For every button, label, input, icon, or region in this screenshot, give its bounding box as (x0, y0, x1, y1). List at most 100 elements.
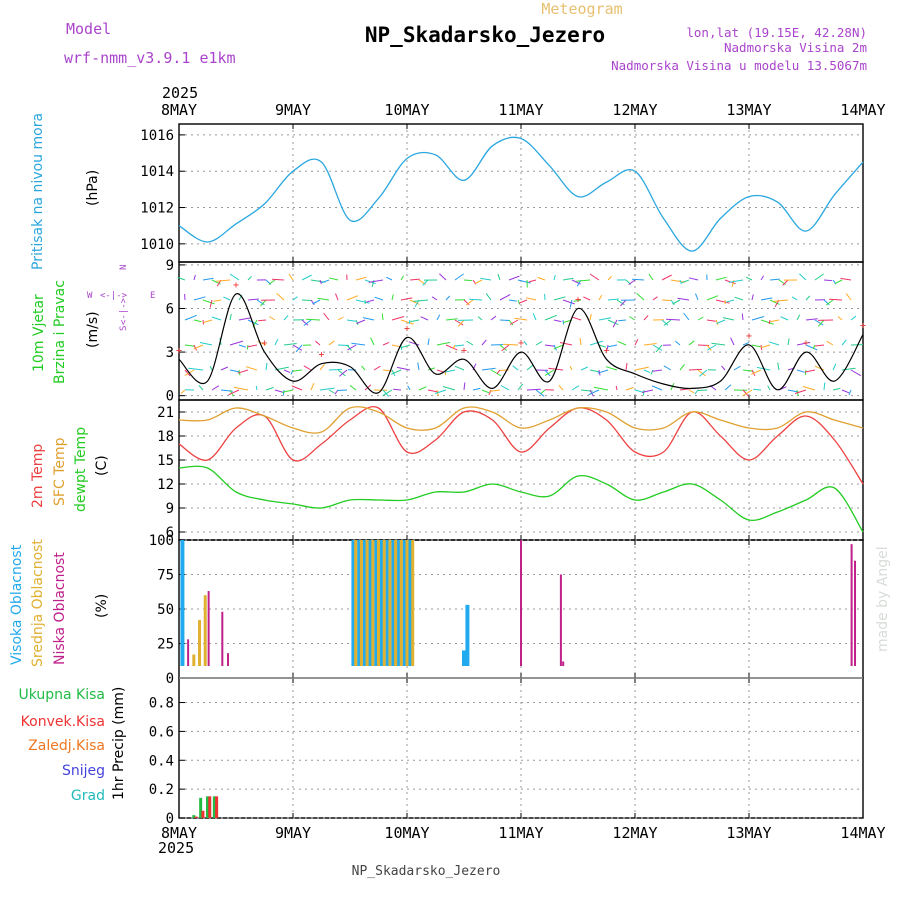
wind-barb (661, 319, 669, 326)
wind-barb (787, 389, 799, 393)
cloud-high-bar (397, 540, 402, 666)
wind-barb (247, 298, 259, 301)
wind-barb (823, 382, 826, 391)
wind-barb (349, 385, 357, 391)
wind-barb (597, 369, 609, 374)
wind-barb (209, 365, 213, 371)
wind-barb (643, 369, 651, 374)
wind-barb (535, 389, 545, 397)
wind-barb (730, 337, 735, 346)
wind-barb (283, 315, 289, 321)
wind-barb (203, 319, 213, 323)
cloud-high-bar (462, 650, 466, 666)
wind-barb (295, 344, 303, 353)
wind-barb (553, 344, 557, 351)
wind-barb (661, 299, 671, 301)
wind-barb (274, 338, 279, 346)
wind-barb (346, 295, 359, 301)
cloud-tick-label: 50 (157, 602, 174, 618)
wind-barb (725, 299, 735, 303)
wind-barb (500, 385, 510, 391)
wind-barb (768, 319, 771, 325)
wind-barb (612, 319, 618, 328)
wind-barb (260, 299, 267, 307)
day-label-top: 10MAY (384, 101, 429, 119)
wind-barb (672, 299, 681, 305)
wind-barb (679, 279, 682, 285)
wind-barb (434, 389, 447, 394)
wind-barb (292, 344, 303, 351)
precip-panel: 0 0.2 0.4 0.6 0.8 Ukupna Kisa Konvek.Kisa Zale… (18, 687, 863, 827)
wind-barb (571, 316, 582, 321)
cloud-tick-label: 100 (149, 533, 174, 549)
wind-barb (850, 369, 862, 377)
wind-barb (607, 319, 619, 326)
wind-barb (382, 369, 394, 372)
wind-barb (346, 319, 356, 322)
wind-barb (269, 316, 276, 321)
wind-barb (409, 299, 420, 305)
wind-barb (319, 364, 325, 371)
wind-barb (283, 343, 297, 346)
wind-barb (193, 296, 206, 301)
wind-barb (466, 340, 474, 346)
day-label-bottom: 14MAY (840, 824, 885, 842)
gust-marker: + (746, 331, 752, 342)
wind-barb (716, 319, 726, 324)
wind-barb (670, 299, 675, 305)
credit: made by Angel (875, 546, 891, 652)
wind-barb (553, 344, 564, 350)
wind-barb (715, 276, 727, 281)
wind-barb (517, 383, 524, 391)
wind-barb (697, 389, 708, 391)
wind-barb (321, 279, 330, 284)
wind-barb (573, 299, 582, 302)
wind-barb (213, 299, 222, 302)
wind-barb (481, 339, 487, 346)
wind-barb (355, 276, 367, 281)
rain-total-bar (206, 796, 209, 818)
wind-barb (707, 344, 717, 351)
wind-barb (501, 344, 510, 352)
wind-barb (715, 319, 719, 326)
wind-barb (514, 317, 528, 321)
wind-barb (794, 389, 807, 394)
wind-barb (652, 369, 663, 372)
wind-barb (346, 344, 352, 351)
wind-barb (760, 319, 774, 325)
rain-total-bar (192, 815, 196, 818)
cloud-high-bar (351, 540, 356, 666)
wind-barb (688, 368, 703, 371)
cloud-mid-label: Srednja Oblacnost (30, 539, 46, 667)
wind-barb (229, 340, 244, 346)
cloud-high-bar (357, 540, 362, 666)
wind-label-2: Brzina i Pravac (52, 280, 68, 384)
wind-barb (768, 341, 780, 346)
wind-barb (328, 340, 335, 346)
temperature-panel: 6 9 12 15 18 21 2m Temp SFC Temp dewpt Temp (… (30, 405, 864, 541)
wind-barb (751, 294, 754, 301)
wind-barb (523, 340, 528, 346)
rain-conv-bar (201, 810, 205, 818)
wind-barb (760, 297, 773, 301)
wind-barb (517, 299, 521, 305)
model-name: wrf-nmm_v3.9.1 e1km (64, 49, 236, 67)
wind-barb (209, 299, 213, 308)
panel-frame (178, 261, 864, 401)
wind-barb (751, 344, 761, 348)
wind-barb (463, 299, 470, 306)
wind-barb (347, 344, 357, 351)
wind-barb (496, 369, 501, 375)
wind-barb (823, 299, 830, 306)
wind-barb (445, 295, 451, 301)
wind-barb (312, 299, 321, 305)
wind-barb (804, 369, 807, 376)
wind-barb (509, 319, 519, 325)
gust-marker: + (575, 294, 581, 305)
model-label: Model (66, 20, 111, 38)
wind-barb (598, 294, 603, 301)
rain-total-bar (199, 797, 203, 818)
wind-barb (697, 316, 704, 321)
wind-barb (503, 343, 519, 346)
wind-barb (256, 299, 265, 306)
